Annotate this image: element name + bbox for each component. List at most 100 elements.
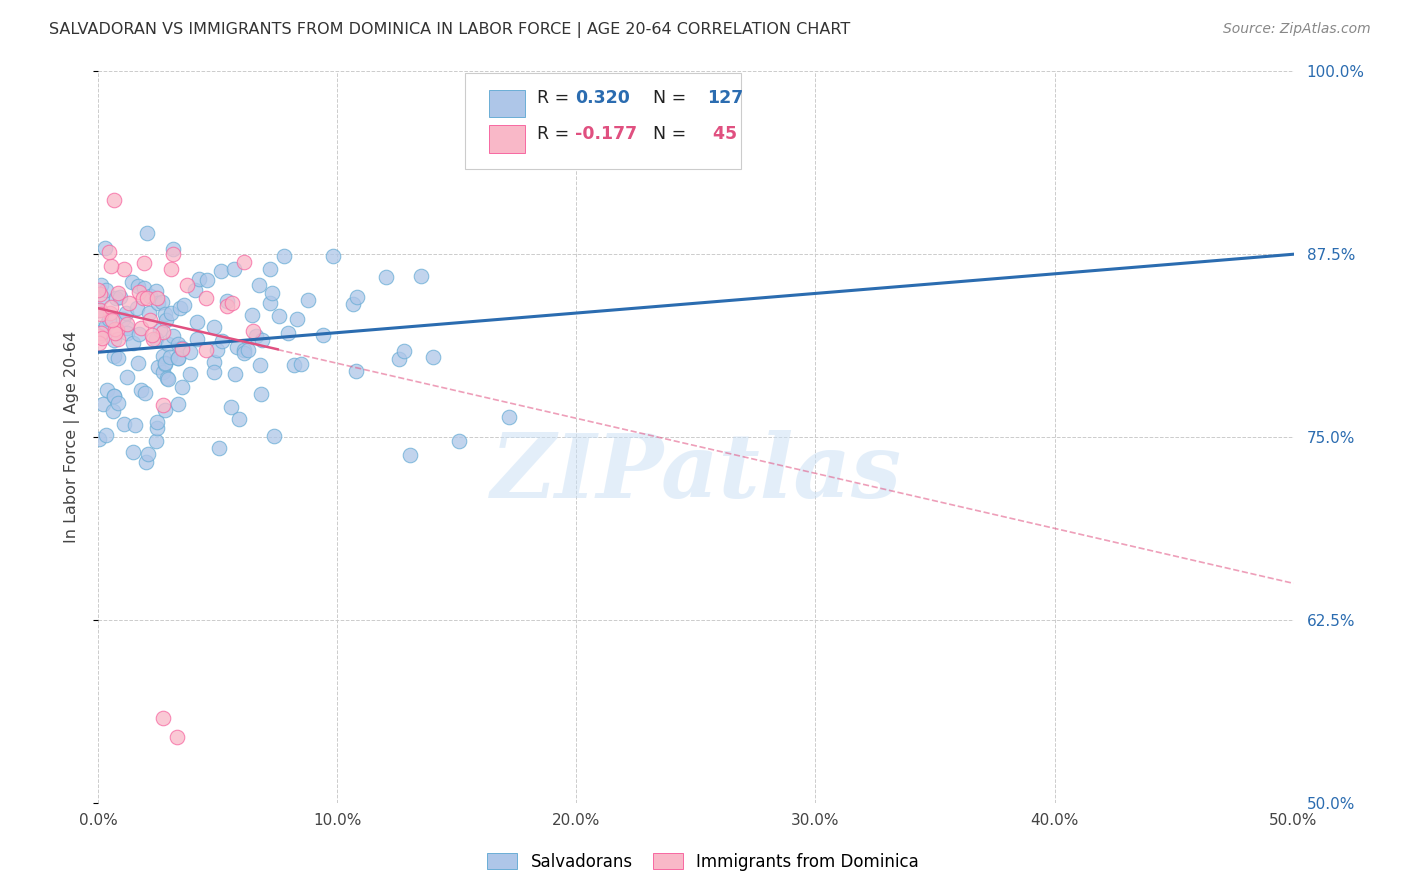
Point [148,296,170,310]
Point [208,441,231,455]
Point [162,329,184,343]
Point [127,278,149,293]
Point [136,291,159,305]
Point [108,290,131,304]
Text: -0.177: -0.177 [575,125,637,143]
Point [250,387,273,401]
Point [101,313,124,327]
Point [103,349,125,363]
Point [207,343,229,357]
Point [388,352,411,367]
Point [224,367,246,381]
Point [125,301,148,316]
Point [346,290,368,304]
Point [89,303,111,318]
Point [107,351,129,365]
Point [179,344,201,359]
Point [134,386,156,401]
Point [87,329,110,343]
Point [153,403,176,417]
Point [173,298,195,312]
Point [107,396,129,410]
Point [162,243,184,257]
Point [112,262,135,277]
Point [152,365,174,379]
Point [202,365,225,379]
Point [104,326,127,340]
Point [202,320,225,334]
Point [90,326,112,340]
Point [195,291,218,305]
Point [202,355,225,369]
Point [90,277,112,292]
Text: R =: R = [537,89,575,107]
Point [245,329,267,343]
Point [399,448,422,462]
Point [91,396,114,410]
Point [139,289,162,303]
Text: N =: N = [643,89,692,107]
Point [157,337,180,351]
Text: 0.320: 0.320 [575,89,630,107]
Point [167,351,190,365]
Point [152,711,174,725]
Point [103,193,125,207]
Point [232,343,254,357]
Point [132,281,155,295]
Point [155,356,177,370]
Point [156,371,179,385]
Text: R =: R = [537,125,575,143]
Point [215,293,238,308]
Point [215,299,238,313]
Point [87,283,110,297]
Point [118,296,141,310]
Point [146,415,169,429]
Point [155,307,177,321]
Point [156,372,179,386]
Point [167,351,190,366]
Point [159,261,181,276]
Point [249,358,271,372]
Point [152,398,174,412]
Point [160,306,183,320]
Point [186,315,208,329]
Text: ZIPatlas: ZIPatlas [491,431,901,516]
Y-axis label: In Labor Force | Age 20-64: In Labor Force | Age 20-64 [63,331,80,543]
Point [146,420,169,434]
Point [252,333,274,347]
Point [152,350,174,364]
Point [194,343,217,358]
Point [121,275,143,289]
Point [297,293,319,307]
Point [115,321,138,335]
Text: Source: ZipAtlas.com: Source: ZipAtlas.com [1223,22,1371,37]
Point [145,332,167,346]
Point [290,357,312,371]
Point [136,227,159,241]
Point [124,418,146,433]
Point [129,320,152,334]
Point [224,262,246,277]
Point [344,364,367,378]
Point [136,447,159,461]
Point [149,323,172,337]
Point [172,341,194,355]
Point [267,310,290,324]
Point [89,303,111,318]
Point [94,318,117,332]
Point [122,445,145,459]
Point [169,301,191,315]
Bar [489,125,524,153]
Point [152,326,174,340]
Point [259,262,281,277]
Point [94,428,117,442]
Point [115,317,138,331]
Point [277,326,299,341]
Legend: Salvadorans, Immigrants from Dominica: Salvadorans, Immigrants from Dominica [479,845,927,880]
Point [138,313,160,327]
Point [283,358,305,372]
Point [259,296,281,310]
Point [247,277,270,292]
Point [129,384,152,398]
Point [107,332,129,346]
